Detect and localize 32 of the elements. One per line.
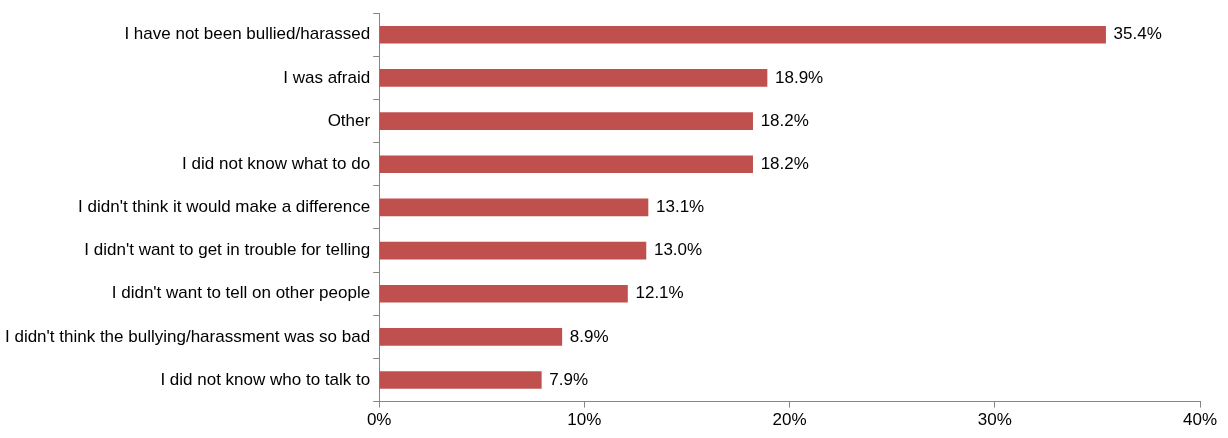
data-label: 18.2% xyxy=(760,110,809,130)
bar xyxy=(379,25,1106,44)
bar xyxy=(379,371,542,389)
bar xyxy=(379,198,649,217)
x-tick-label: 20% xyxy=(772,410,807,430)
data-label: 8.9% xyxy=(569,326,609,346)
x-tick-label: 40% xyxy=(1182,410,1218,430)
bar xyxy=(379,69,768,87)
y-tick-label: I didn't think it would make a difference xyxy=(78,197,371,217)
bar xyxy=(379,284,628,303)
bar xyxy=(379,112,753,130)
y-tick-label: I did not know who to talk to xyxy=(160,369,371,389)
y-tick-label: I did not know what to do xyxy=(182,153,371,173)
y-tick-label: I didn't want to tell on other people xyxy=(111,283,371,303)
x-tick-label: 30% xyxy=(977,410,1012,430)
bar xyxy=(379,241,647,260)
x-tick-label: 0% xyxy=(366,410,392,430)
y-tick-label: Other xyxy=(327,110,371,130)
y-tick-label: I didn't think the bullying/harassment was so bad xyxy=(4,326,371,346)
y-tick-label: I have not been bullied/harassed xyxy=(124,24,371,44)
bar xyxy=(379,328,563,346)
y-tick-label: I was afraid xyxy=(283,67,371,87)
x-tick-label: 10% xyxy=(567,410,602,430)
y-tick-label: I didn't want to get in trouble for telling xyxy=(84,240,371,260)
data-label: 12.1% xyxy=(635,283,684,303)
data-label: 18.9% xyxy=(775,67,824,87)
data-label: 13.0% xyxy=(653,240,703,260)
bar xyxy=(379,155,753,174)
data-label: 13.1% xyxy=(656,197,705,217)
data-label: 35.4% xyxy=(1113,24,1162,44)
data-label: 7.9% xyxy=(549,369,589,389)
data-label: 18.2% xyxy=(760,153,809,173)
